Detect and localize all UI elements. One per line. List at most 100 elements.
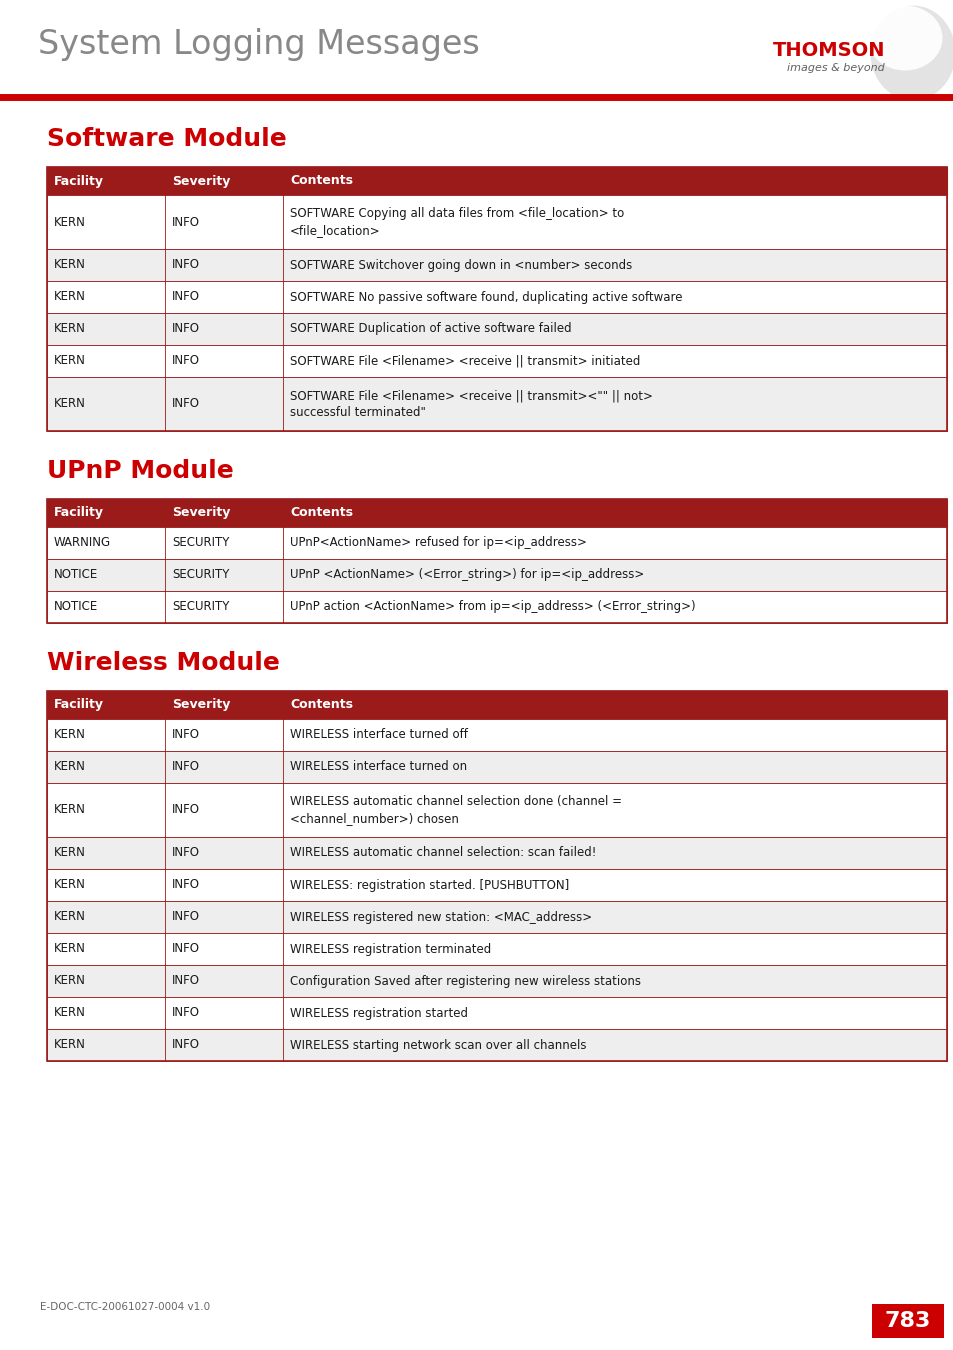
Text: WIRELESS interface turned on: WIRELESS interface turned on	[290, 760, 467, 774]
Text: SOFTWARE Switchover going down in <number> seconds: SOFTWARE Switchover going down in <numbe…	[290, 258, 632, 271]
Text: KERN: KERN	[54, 216, 86, 228]
Text: E-DOC-CTC-20061027-0004 v1.0: E-DOC-CTC-20061027-0004 v1.0	[40, 1301, 210, 1312]
Bar	[47, 281, 946, 313]
Text: KERN: KERN	[54, 290, 86, 304]
Text: Configuration Saved after registering new wireless stations: Configuration Saved after registering ne…	[290, 975, 640, 987]
Bar	[47, 1029, 946, 1061]
Text: UPnP<ActionName> refused for ip=<ip_address>: UPnP<ActionName> refused for ip=<ip_addr…	[290, 536, 586, 549]
Text: KERN: KERN	[54, 760, 86, 774]
Bar	[47, 933, 946, 965]
Text: KERN: KERN	[54, 942, 86, 956]
Bar	[47, 313, 946, 346]
Bar	[871, 1304, 943, 1338]
Text: WIRELESS registration started: WIRELESS registration started	[290, 1007, 468, 1019]
Bar	[47, 591, 946, 622]
Text: Facility: Facility	[54, 174, 104, 188]
Text: KERN: KERN	[54, 355, 86, 367]
Text: NOTICE: NOTICE	[54, 601, 98, 613]
Text: NOTICE: NOTICE	[54, 568, 98, 582]
Text: WIRELESS registered new station: <MAC_address>: WIRELESS registered new station: <MAC_ad…	[290, 910, 592, 923]
Text: Severity: Severity	[172, 174, 230, 188]
Text: SECURITY: SECURITY	[172, 536, 229, 549]
Text: UPnP <ActionName> (<Error_string>) for ip=<ip_address>: UPnP <ActionName> (<Error_string>) for i…	[290, 568, 643, 582]
Ellipse shape	[869, 5, 953, 100]
Text: Severity: Severity	[172, 698, 230, 711]
Text: INFO: INFO	[172, 258, 200, 271]
Text: INFO: INFO	[172, 942, 200, 956]
Bar	[47, 837, 946, 869]
Text: Software Module: Software Module	[47, 127, 287, 151]
Bar	[47, 377, 946, 431]
Bar	[47, 869, 946, 900]
Text: WIRELESS: registration started. [PUSHBUTTON]: WIRELESS: registration started. [PUSHBUT…	[290, 879, 569, 891]
Text: KERN: KERN	[54, 803, 86, 817]
Text: SECURITY: SECURITY	[172, 568, 229, 582]
Text: KERN: KERN	[54, 910, 86, 923]
Text: KERN: KERN	[54, 323, 86, 336]
Bar	[47, 751, 946, 783]
Bar	[47, 167, 946, 194]
Text: SOFTWARE Duplication of active software failed: SOFTWARE Duplication of active software …	[290, 323, 571, 336]
Text: 783: 783	[883, 1311, 930, 1331]
Bar	[47, 194, 946, 248]
Text: UPnP action <ActionName> from ip=<ip_address> (<Error_string>): UPnP action <ActionName> from ip=<ip_add…	[290, 601, 695, 613]
Text: SOFTWARE File <Filename> <receive || transmit> initiated: SOFTWARE File <Filename> <receive || tra…	[290, 355, 639, 367]
Text: INFO: INFO	[172, 290, 200, 304]
Bar	[47, 900, 946, 933]
Text: Contents: Contents	[290, 506, 353, 520]
Bar	[47, 167, 946, 431]
Text: KERN: KERN	[54, 975, 86, 987]
Text: KERN: KERN	[54, 846, 86, 860]
Text: KERN: KERN	[54, 258, 86, 271]
Bar	[47, 248, 946, 281]
Text: INFO: INFO	[172, 910, 200, 923]
Bar	[47, 500, 946, 622]
Text: Wireless Module: Wireless Module	[47, 651, 279, 675]
Text: KERN: KERN	[54, 729, 86, 741]
Bar	[47, 783, 946, 837]
Text: KERN: KERN	[54, 1038, 86, 1052]
Bar	[47, 346, 946, 377]
Text: WIRELESS automatic channel selection: scan failed!: WIRELESS automatic channel selection: sc…	[290, 846, 596, 860]
Text: INFO: INFO	[172, 760, 200, 774]
Bar	[47, 691, 946, 1061]
Text: SOFTWARE File <Filename> <receive || transmit><"" || not>
successful terminated": SOFTWARE File <Filename> <receive || tra…	[290, 389, 652, 418]
Text: INFO: INFO	[172, 975, 200, 987]
Text: Contents: Contents	[290, 698, 353, 711]
Bar	[47, 559, 946, 591]
Text: INFO: INFO	[172, 1007, 200, 1019]
Text: INFO: INFO	[172, 879, 200, 891]
Text: INFO: INFO	[172, 803, 200, 817]
Bar	[47, 965, 946, 998]
Text: System Logging Messages: System Logging Messages	[38, 28, 479, 61]
Bar	[47, 526, 946, 559]
Bar	[47, 720, 946, 751]
Bar	[47, 691, 946, 720]
Text: INFO: INFO	[172, 355, 200, 367]
Text: Facility: Facility	[54, 506, 104, 520]
Text: INFO: INFO	[172, 729, 200, 741]
Ellipse shape	[866, 5, 942, 70]
Text: Contents: Contents	[290, 174, 353, 188]
Text: WIRELESS starting network scan over all channels: WIRELESS starting network scan over all …	[290, 1038, 586, 1052]
Text: INFO: INFO	[172, 846, 200, 860]
Text: INFO: INFO	[172, 323, 200, 336]
Text: images & beyond: images & beyond	[786, 63, 884, 73]
Text: THOMSON: THOMSON	[772, 40, 884, 59]
Text: INFO: INFO	[172, 397, 200, 410]
Text: WIRELESS automatic channel selection done (channel =
<channel_number>) chosen: WIRELESS automatic channel selection don…	[290, 795, 621, 825]
Text: SOFTWARE Copying all data files from <file_location> to
<file_location>: SOFTWARE Copying all data files from <fi…	[290, 208, 623, 236]
Bar	[47, 500, 946, 526]
Text: SECURITY: SECURITY	[172, 601, 229, 613]
Text: Facility: Facility	[54, 698, 104, 711]
Text: SOFTWARE No passive software found, duplicating active software: SOFTWARE No passive software found, dupl…	[290, 290, 681, 304]
Text: WARNING: WARNING	[54, 536, 111, 549]
Text: UPnP Module: UPnP Module	[47, 459, 233, 483]
Text: WIRELESS interface turned off: WIRELESS interface turned off	[290, 729, 467, 741]
Text: KERN: KERN	[54, 397, 86, 410]
Text: WIRELESS registration terminated: WIRELESS registration terminated	[290, 942, 491, 956]
Text: INFO: INFO	[172, 216, 200, 228]
Text: KERN: KERN	[54, 1007, 86, 1019]
Text: KERN: KERN	[54, 879, 86, 891]
Bar	[47, 998, 946, 1029]
